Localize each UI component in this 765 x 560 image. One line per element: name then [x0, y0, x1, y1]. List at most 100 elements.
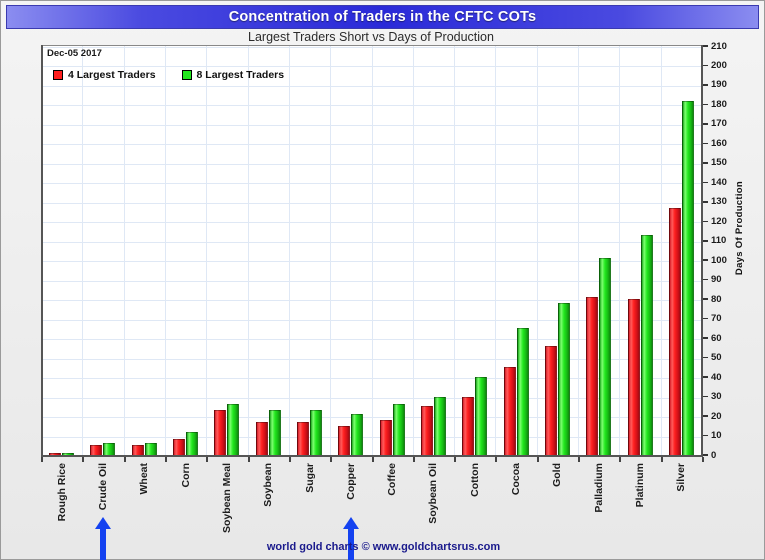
x-axis-label-soybean: Soybean [262, 463, 275, 507]
gridline-horizontal [41, 105, 702, 107]
y-tick-label: 150 [711, 157, 727, 169]
gridline-horizontal [41, 202, 702, 204]
y-tick-mark [703, 162, 708, 164]
y-tick-mark [703, 45, 708, 47]
gridline-horizontal [41, 163, 702, 165]
bar-copper-series-8-largest [351, 414, 363, 455]
y-tick-label: 0 [711, 449, 717, 461]
x-axis-label-corn: Corn [179, 463, 192, 488]
y-tick-80: 80 [703, 293, 722, 305]
x-axis-label-platinum: Platinum [634, 463, 647, 508]
legend-label: 8 Largest Traders [196, 69, 285, 81]
bar-soybean-meal-series-4-largest [214, 410, 226, 455]
bar-palladium-series-4-largest [586, 297, 598, 455]
y-tick-mark [703, 376, 708, 378]
x-axis-label-silver: Silver [675, 463, 688, 492]
gridline-horizontal [41, 66, 702, 68]
x-tick-mark [454, 457, 456, 462]
y-tick-60: 60 [703, 332, 722, 344]
y-axis-right [701, 45, 703, 457]
y-tick-40: 40 [703, 371, 722, 383]
bar-cotton-series-8-largest [475, 377, 487, 455]
arrow-head [94, 517, 111, 529]
bar-platinum-series-4-largest [628, 299, 640, 455]
y-tick-label: 200 [711, 59, 727, 71]
y-tick-mark [703, 395, 708, 398]
window-title-bar: Concentration of Traders in the CFTC COT… [6, 5, 759, 29]
x-tick-mark [41, 457, 43, 462]
gridline-vertical [82, 46, 83, 456]
x-tick-mark [413, 457, 415, 462]
footer-credit: world gold charts © www.goldchartsrus.co… [266, 541, 501, 553]
bar-crude-oil-series-8-largest [103, 443, 115, 455]
y-tick-30: 30 [703, 391, 722, 403]
bar-platinum-series-8-largest [641, 235, 653, 455]
bar-gold-series-4-largest [545, 346, 557, 455]
y-tick-170: 170 [703, 118, 727, 130]
x-axis-label-soybean-meal: Soybean Meal [220, 463, 233, 534]
bar-silver-series-4-largest [669, 208, 681, 455]
y-tick-mark [703, 317, 708, 320]
gridline-horizontal [41, 280, 702, 282]
gridline-horizontal [41, 222, 702, 224]
bar-soybean-meal-series-8-largest [227, 404, 239, 455]
gridline-horizontal [41, 47, 702, 48]
gridline-vertical [619, 46, 620, 456]
y-tick-mark [703, 64, 708, 67]
x-tick-mark [330, 457, 332, 462]
y-tick-label: 120 [711, 215, 727, 227]
gridline-horizontal [41, 124, 702, 126]
x-axis-label-wheat: Wheat [138, 463, 151, 495]
gridline-horizontal [41, 417, 702, 419]
bar-rough-rice-series-8-largest [62, 453, 74, 455]
bar-corn-series-4-largest [173, 439, 185, 455]
gridline-vertical [124, 46, 125, 456]
x-axis-label-palladium: Palladium [592, 463, 605, 513]
y-tick-label: 170 [711, 118, 727, 130]
bar-soybean-oil-series-4-largest [421, 406, 433, 455]
y-axis-left [41, 45, 43, 457]
gridline-horizontal [41, 319, 702, 321]
y-tick-mark [703, 220, 708, 223]
y-tick-mark [703, 123, 708, 125]
x-tick-mark [495, 457, 497, 462]
legend-item-8-largest-traders[interactable]: 8 Largest Traders [181, 69, 285, 81]
x-tick-mark [82, 457, 84, 462]
x-tick-mark [289, 457, 291, 462]
x-tick-mark [248, 457, 250, 462]
gridline-vertical [454, 46, 455, 456]
gridline-horizontal [41, 85, 702, 87]
bar-copper-series-4-largest [338, 426, 350, 455]
y-tick-label: 100 [711, 254, 727, 266]
bar-palladium-series-8-largest [599, 258, 611, 455]
y-tick-label: 210 [711, 40, 727, 52]
legend-item-4-largest-traders[interactable]: 4 Largest Traders [53, 69, 156, 81]
bar-cocoa-series-8-largest [517, 328, 529, 455]
gridline-horizontal [41, 183, 702, 185]
arrow-copper-icon [342, 517, 359, 560]
y-tick-mark [703, 278, 708, 281]
y-tick-label: 30 [711, 391, 722, 403]
x-tick-mark [372, 457, 374, 462]
bar-wheat-series-4-largest [132, 445, 144, 455]
y-tick-110: 110 [703, 235, 726, 247]
y-tick-label: 180 [711, 98, 727, 110]
x-tick-mark [702, 457, 704, 462]
bar-silver-series-8-largest [682, 101, 694, 455]
gridline-horizontal [41, 378, 702, 380]
y-tick-label: 160 [711, 137, 727, 149]
y-tick-mark [703, 240, 708, 242]
plot-area [41, 45, 702, 456]
x-axis-label-coffee: Coffee [386, 463, 399, 496]
y-tick-label: 80 [711, 293, 722, 305]
y-axis-title: Days Of Production [734, 181, 745, 276]
bar-soybean-oil-series-8-largest [434, 397, 446, 455]
y-tick-20: 20 [703, 410, 722, 422]
x-axis-label-copper: Copper [344, 463, 357, 500]
y-tick-mark [703, 84, 708, 86]
gridline-vertical [330, 46, 331, 456]
y-tick-140: 140 [703, 176, 727, 188]
x-axis-label-crude-oil: Crude Oil [96, 463, 109, 511]
y-tick-mark [703, 142, 708, 145]
x-axis-label-cocoa: Cocoa [510, 463, 523, 496]
